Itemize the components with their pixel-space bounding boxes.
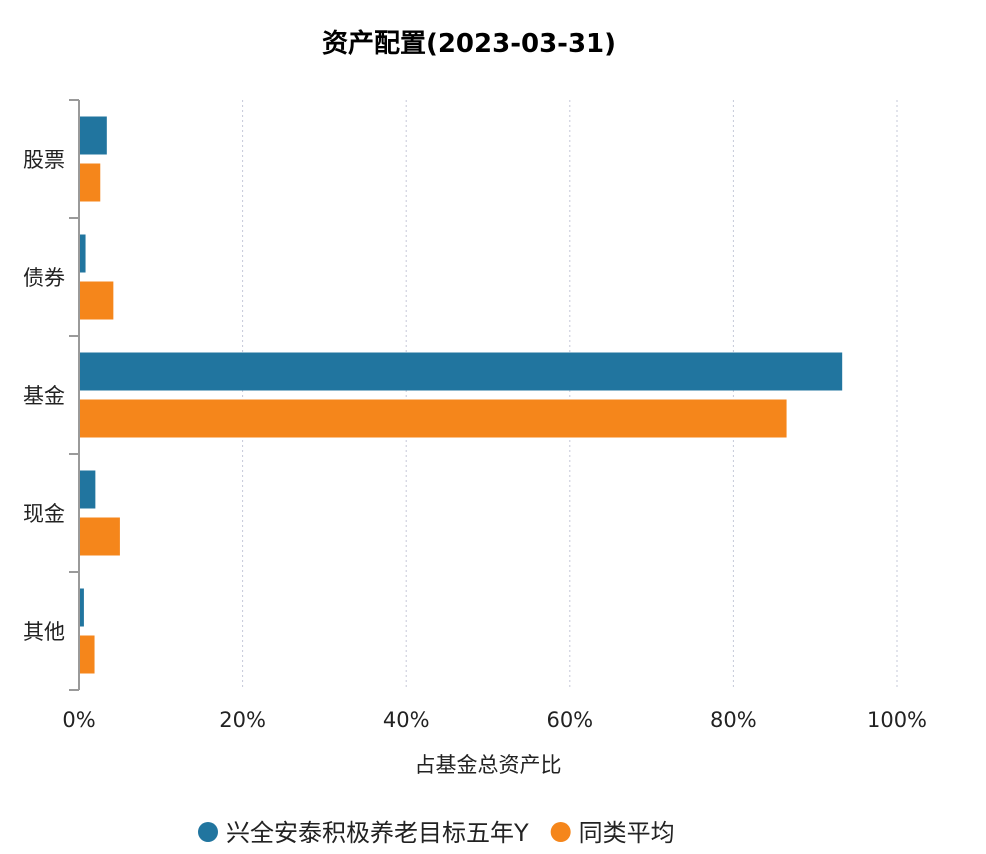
x-tick-label: 0%	[62, 708, 95, 732]
bar-fund	[79, 352, 843, 391]
chart-title: 资产配置(2023-03-31)	[322, 29, 616, 59]
x-tick-labels: 0% 20% 40% 60% 80% 100%	[62, 708, 927, 732]
category-label: 股票	[23, 148, 65, 172]
legend-label-fund: 兴全安泰积极养老目标五年Y	[226, 819, 529, 847]
x-tick-label: 20%	[219, 708, 266, 732]
legend-marker-fund	[198, 822, 218, 842]
category-label: 基金	[23, 384, 65, 408]
bar-peer-average	[79, 517, 120, 556]
legend: 兴全安泰积极养老目标五年Y 同类平均	[198, 819, 675, 847]
grid-lines	[242, 100, 898, 690]
bar-fund	[79, 588, 84, 627]
category-label: 其他	[23, 620, 65, 644]
category-label: 债券	[23, 266, 65, 290]
x-tick-label: 40%	[383, 708, 430, 732]
bar-peer-average	[79, 163, 101, 202]
bar-peer-average	[79, 281, 114, 320]
x-tick-label: 60%	[546, 708, 593, 732]
category-label: 现金	[23, 502, 65, 526]
bar-peer-average	[79, 635, 95, 674]
x-axis-title: 占基金总资产比	[415, 753, 562, 777]
bar-peer-average	[79, 399, 787, 438]
legend-label-peer-average: 同类平均	[579, 819, 675, 847]
bar-fund	[79, 234, 86, 273]
bar-fund	[79, 116, 107, 155]
legend-marker-peer-average	[550, 822, 571, 842]
x-tick-label: 80%	[710, 708, 757, 732]
axes	[69, 99, 80, 691]
x-tick-label: 100%	[867, 708, 927, 732]
bars	[79, 116, 843, 674]
bar-fund	[79, 470, 96, 509]
